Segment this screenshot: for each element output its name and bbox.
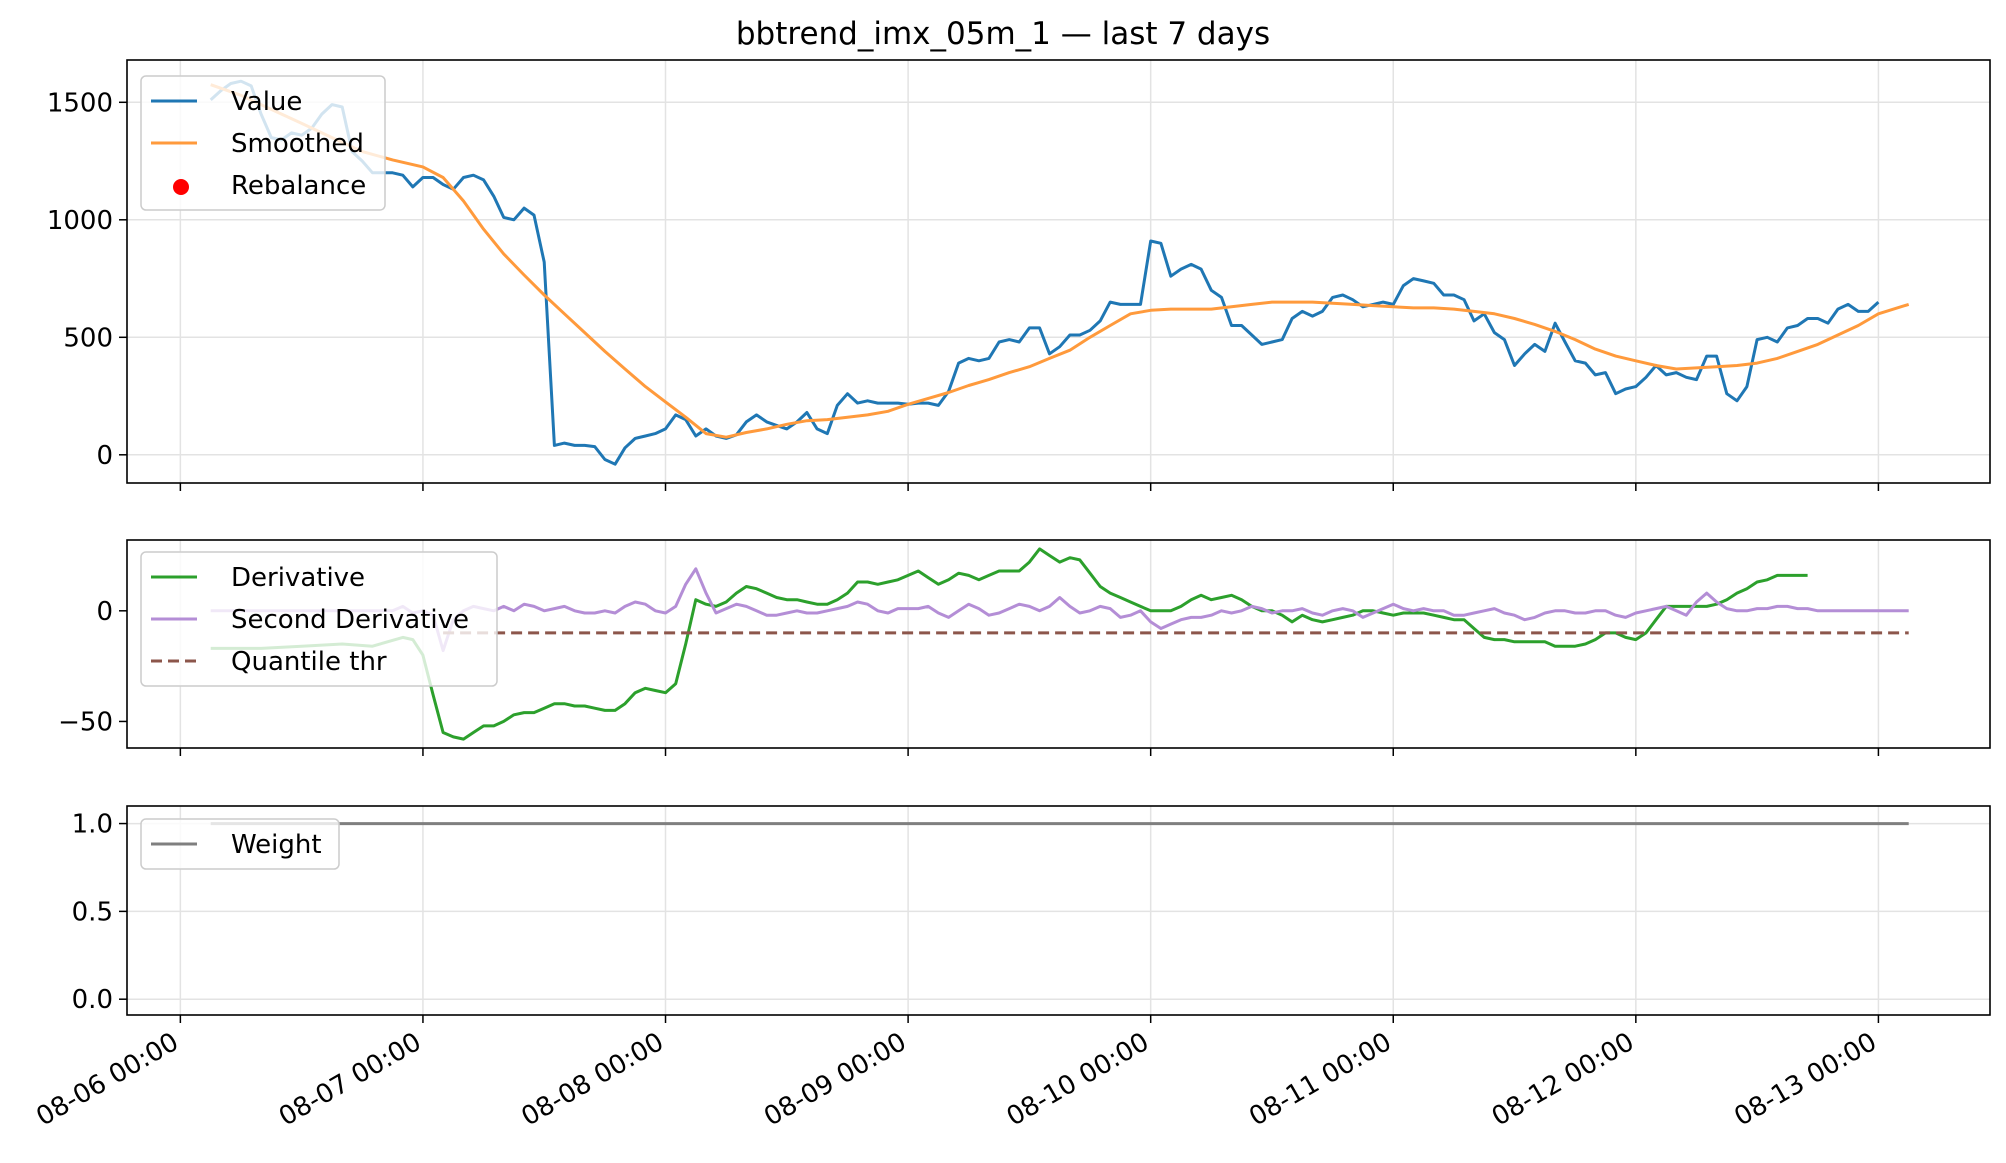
plot-area (210, 547, 1909, 741)
y-tick-label: 1.0 (72, 810, 113, 840)
legend: Weight (140, 818, 340, 870)
series-line-value (209, 79, 1880, 466)
panel-0: 0 500 1000 1500 Value Smoothed Rebalance (47, 59, 1991, 491)
y-tick-label: 1000 (47, 206, 113, 236)
legend-label: Derivative (231, 563, 365, 593)
series-line-second-derivative (210, 567, 1909, 653)
plot-frame (126, 805, 1991, 1016)
legend-label: Second Derivative (231, 605, 469, 635)
legend-label: Value (231, 87, 302, 117)
y-tick-label: 0 (96, 441, 113, 471)
plot-area (209, 79, 1910, 466)
legend: Value Smoothed Rebalance (140, 75, 386, 211)
legend-box (140, 818, 340, 870)
legend-box (140, 75, 386, 211)
series-line-smoothed (210, 83, 1910, 439)
legend: Derivative Second Derivative Quantile thr (140, 551, 498, 687)
legend-marker-dot (173, 179, 189, 195)
legend-box (140, 551, 498, 687)
panel-1: −50 0 Derivative Second Derivative Quantile … (58, 539, 1991, 756)
y-tick-label: 500 (63, 323, 113, 353)
series-line-derivative (210, 547, 1808, 741)
y-tick-label: −50 (58, 707, 113, 737)
legend-label: Smoothed (231, 129, 364, 159)
legend-label: Quantile thr (231, 647, 387, 677)
y-tick-label: 1500 (47, 88, 113, 118)
plot-frame (126, 539, 1991, 749)
legend-label: Weight (231, 830, 322, 860)
chart-title: bbtrend_imx_05m_1 — last 7 days (736, 16, 1270, 52)
y-tick-label: 0 (96, 597, 113, 627)
plot-frame (126, 59, 1991, 484)
legend-label: Rebalance (231, 171, 366, 201)
y-tick-label: 0.0 (72, 985, 113, 1015)
y-tick-label: 0.5 (72, 897, 113, 927)
panel-2: 0.0 0.5 1.0 Weight (72, 805, 1991, 1023)
